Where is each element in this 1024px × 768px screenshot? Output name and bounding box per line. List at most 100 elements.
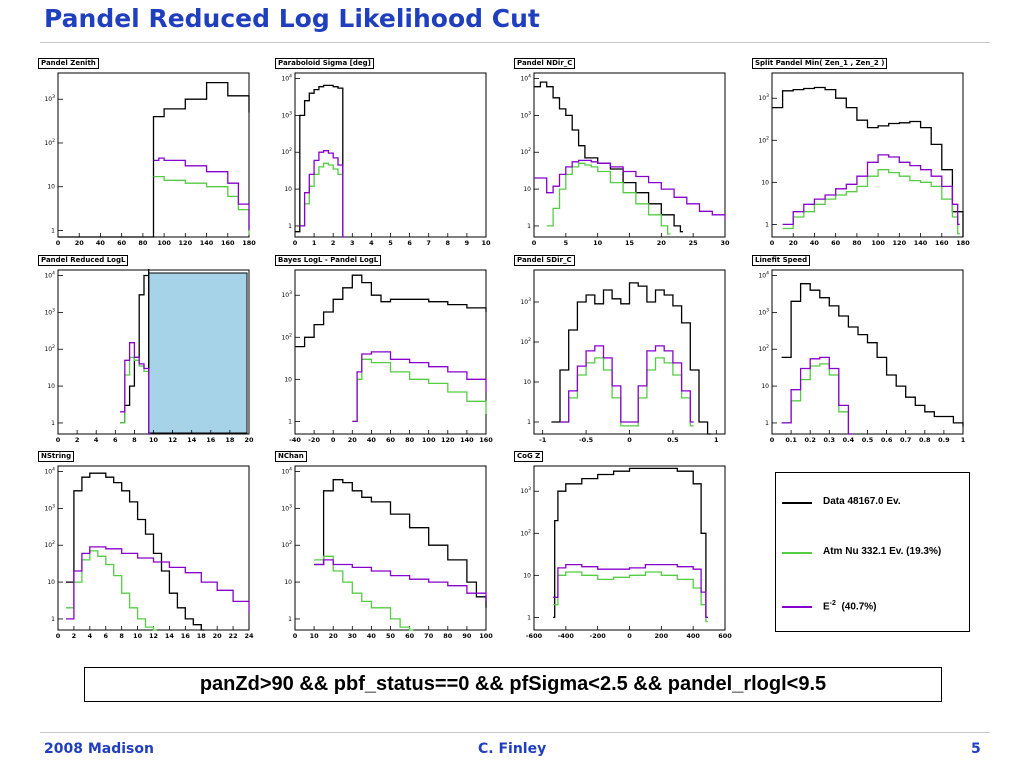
- series-data: [551, 282, 712, 435]
- y-tick-label: 10: [284, 579, 292, 586]
- x-tick-label: 0: [293, 632, 298, 640]
- x-tick-label: 4: [94, 436, 99, 444]
- x-tick-label: 90: [462, 632, 472, 640]
- y-tick-label: 10: [761, 179, 769, 186]
- x-tick-label: 3: [350, 239, 355, 247]
- x-tick-label: 0.5: [667, 436, 679, 444]
- x-tick-label: 9: [465, 239, 470, 247]
- footer-left: 2008 Madison: [44, 741, 154, 757]
- plot-panel-nchan: 0 10 20 30 40 50 60 70 80 90 100 1 10 102 103 104 NChan: [273, 451, 495, 641]
- y-tick-label: 10: [523, 572, 531, 579]
- y-tick-label: 103: [281, 290, 292, 299]
- x-tick-label: 0: [331, 436, 336, 444]
- x-tick-label: 40: [367, 632, 377, 640]
- x-tick-label: 10: [310, 632, 320, 640]
- x-tick-label: 100: [422, 436, 436, 444]
- series-e-2: [534, 159, 726, 220]
- plot-title: CoG Z: [514, 451, 544, 462]
- x-tick-label: 140: [914, 239, 928, 247]
- series-atm-nu: [314, 555, 414, 631]
- x-tick-label: 6: [103, 632, 108, 640]
- histogram-paraboloid-sigma-deg: 0 1 2 3 4 5 6 7 8 9 10 1 10 102 103 104: [281, 72, 491, 247]
- x-tick-label: 18: [225, 436, 235, 444]
- y-tick-label: 104: [281, 467, 292, 476]
- y-tick-label: 10: [523, 186, 531, 193]
- y-tick-label: 102: [520, 147, 531, 156]
- y-tick-label: 103: [44, 94, 55, 103]
- x-tick-label: 5: [564, 239, 569, 247]
- plot-title: NString: [38, 451, 75, 462]
- series-atm-nu: [781, 363, 853, 435]
- plot-title: Pandel SDir_C: [514, 255, 575, 266]
- y-tick-label: 10: [47, 383, 55, 390]
- x-tick-label: 120: [441, 436, 455, 444]
- x-tick-label: -600: [526, 632, 543, 640]
- x-tick-label: 160: [479, 436, 493, 444]
- x-tick-label: 2: [72, 632, 77, 640]
- y-tick-label: 102: [758, 135, 769, 144]
- x-tick-label: 10: [593, 239, 603, 247]
- x-tick-label: 400: [686, 632, 700, 640]
- x-tick-label: 10: [133, 632, 143, 640]
- x-tick-label: 0: [293, 239, 298, 247]
- y-tick-label: 103: [281, 110, 292, 119]
- x-tick-label: 10: [481, 239, 491, 247]
- legend-line-e2: [782, 606, 812, 608]
- cut-expression: panZd>90 && pbf_status==0 && pfSigma<2.5…: [84, 667, 942, 702]
- histogram-split-pandel-min-zen-1-zen-2: 0 20 40 60 80 100 120 140 160 180 1 10 102 103: [758, 72, 970, 247]
- y-tick-label: 104: [281, 74, 292, 83]
- x-tick-label: 1: [714, 436, 719, 444]
- x-tick-label: 120: [179, 239, 193, 247]
- plot-panel-paraboloid-sigma-deg: 0 1 2 3 4 5 6 7 8 9 10 1 10 102 103 104 Paraboloid Sigma…: [273, 58, 495, 248]
- x-tick-label: 20: [789, 239, 799, 247]
- plot-panel-cog-z: -600 -400 -200 0 200 400 600 1 10 102 103 CoG Z: [512, 451, 734, 641]
- y-tick-label: 1: [288, 418, 292, 425]
- x-tick-label: 8: [119, 632, 124, 640]
- y-tick-label: 10: [47, 184, 55, 191]
- y-tick-label: 102: [520, 337, 531, 346]
- y-tick-label: 1: [765, 221, 769, 228]
- x-tick-label: 14: [165, 632, 175, 640]
- x-tick-label: -0.5: [579, 436, 594, 444]
- x-tick-label: 10: [149, 436, 159, 444]
- x-tick-label: 0: [532, 239, 537, 247]
- x-tick-label: 0.1: [785, 436, 797, 444]
- x-tick-label: 24: [244, 632, 254, 640]
- x-tick-label: 0.3: [824, 436, 836, 444]
- x-tick-label: 40: [367, 436, 377, 444]
- x-tick-label: 8: [446, 239, 451, 247]
- series-atm-nu: [546, 162, 671, 235]
- legend-e2-base: E: [823, 601, 830, 613]
- x-tick-label: 18: [197, 632, 207, 640]
- x-tick-label: 2: [331, 239, 336, 247]
- y-tick-label: 1: [288, 223, 292, 230]
- series-atm-nu: [120, 356, 151, 435]
- series-data: [314, 479, 487, 608]
- plot-frame: [533, 465, 726, 631]
- series-data: [295, 84, 344, 237]
- x-tick-label: 80: [852, 239, 862, 247]
- x-tick-label: 30: [348, 632, 358, 640]
- x-tick-label: 6: [113, 436, 118, 444]
- x-tick-label: 8: [132, 436, 137, 444]
- x-tick-label: 16: [181, 632, 191, 640]
- x-tick-label: 16: [206, 436, 216, 444]
- x-tick-label: 4: [369, 239, 374, 247]
- x-tick-label: -200: [590, 632, 607, 640]
- series-data: [781, 283, 964, 427]
- histogram-pandel-zenith: 0 20 40 60 80 100 120 140 160 180 1 10 102 103: [44, 72, 256, 247]
- x-tick-label: 100: [157, 239, 171, 247]
- plot-panel-pandel-sdir-c: -1 -0.5 0 0.5 1 1 10 102 103 Pandel SDir_C: [512, 255, 734, 445]
- histogram-pandel-ndir-c: 0 5 10 15 20 25 30 1 10 102 103 104: [520, 72, 730, 247]
- y-tick-label: 102: [44, 540, 55, 549]
- x-tick-label: 600: [718, 632, 732, 640]
- series-e-2: [782, 154, 960, 226]
- series-e-2: [560, 345, 694, 423]
- y-tick-label: 103: [520, 486, 531, 495]
- x-tick-label: 4: [88, 632, 93, 640]
- legend-line-data: [782, 502, 812, 504]
- x-tick-label: 0.9: [938, 436, 950, 444]
- x-tick-label: 60: [831, 239, 841, 247]
- y-tick-label: 10: [284, 186, 292, 193]
